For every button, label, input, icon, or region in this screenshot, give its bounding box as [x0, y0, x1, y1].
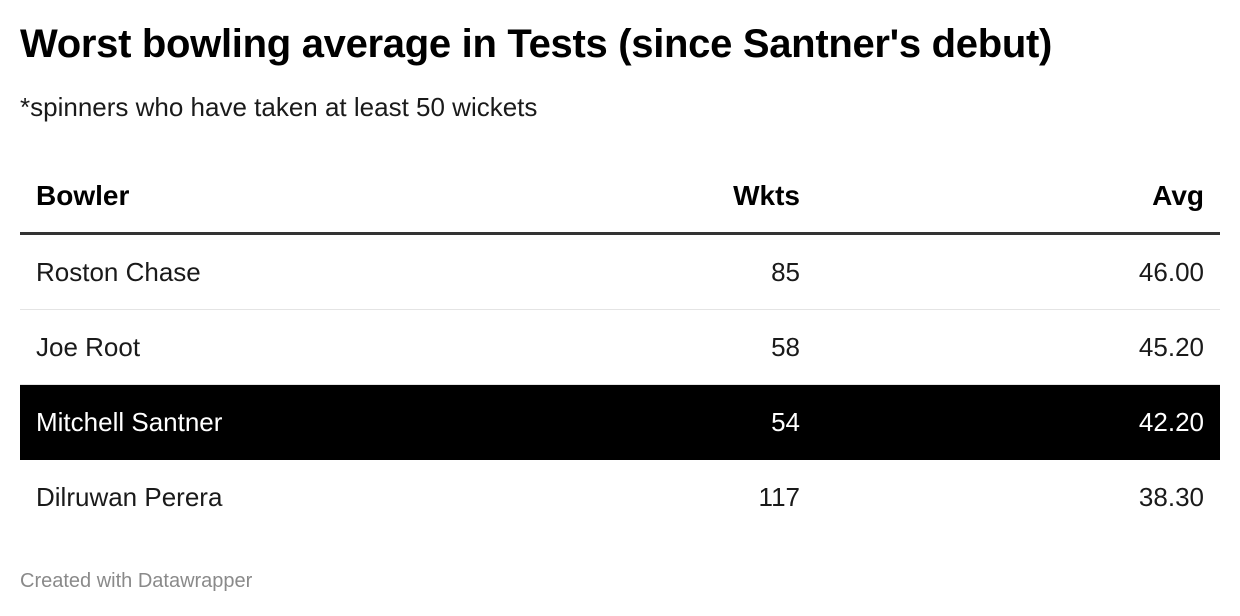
- data-table: Bowler Wkts Avg Roston Chase 85 46.00 Jo…: [20, 160, 1220, 534]
- cell-wkts: 117: [758, 481, 800, 512]
- column-header-wkts[interactable]: Wkts: [733, 180, 800, 211]
- column-header-avg[interactable]: Avg: [1152, 180, 1204, 211]
- table-row: Dilruwan Perera 117 38.30: [20, 460, 1220, 534]
- column-header-bowler[interactable]: Bowler: [36, 180, 130, 211]
- cell-bowler: Joe Root: [36, 331, 141, 362]
- cell-bowler: Mitchell Santner: [36, 406, 223, 437]
- cell-wkts: 54: [771, 406, 800, 437]
- cell-bowler: Dilruwan Perera: [36, 481, 223, 512]
- table-row: Joe Root 58 45.20: [20, 310, 1220, 385]
- cell-avg: 45.20: [1138, 331, 1204, 362]
- cell-avg: 42.20: [1138, 406, 1204, 437]
- cell-wkts: 85: [771, 256, 800, 287]
- table-row: Mitchell Santner 54 42.20: [20, 385, 1220, 460]
- cell-wkts: 58: [771, 331, 800, 362]
- attribution-footer[interactable]: Created with Datawrapper: [20, 570, 253, 592]
- cell-avg: 46.00: [1138, 256, 1204, 287]
- table-row: Roston Chase 85 46.00: [20, 235, 1220, 310]
- table-header-row: Bowler Wkts Avg: [20, 160, 1220, 235]
- chart-title: Worst bowling average in Tests (since Sa…: [20, 22, 1053, 66]
- chart-subtitle: *spinners who have taken at least 50 wic…: [20, 92, 538, 122]
- cell-bowler: Roston Chase: [36, 256, 201, 287]
- cell-avg: 38.30: [1138, 481, 1204, 512]
